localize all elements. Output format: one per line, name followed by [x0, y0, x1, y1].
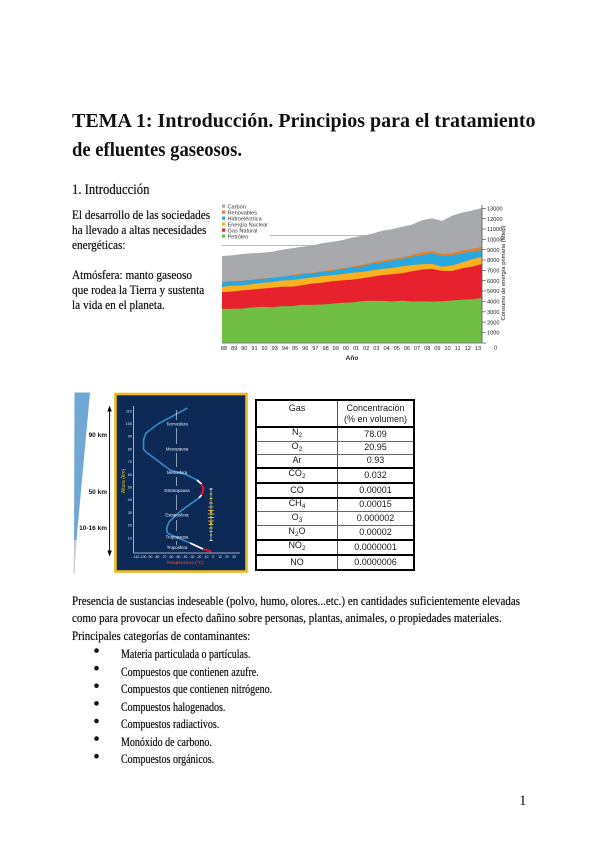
- svg-text:-10: -10: [204, 555, 209, 559]
- svg-text:Petróleo: Petróleo: [228, 234, 249, 240]
- svg-text:94: 94: [282, 346, 288, 352]
- svg-text:70: 70: [128, 460, 132, 464]
- svg-text:30: 30: [128, 511, 132, 515]
- svg-text:02: 02: [363, 346, 369, 352]
- svg-text:Estratosfera: Estratosfera: [165, 513, 189, 518]
- svg-text:9000: 9000: [487, 248, 499, 254]
- svg-text:Carbón: Carbón: [228, 204, 246, 210]
- svg-text:01: 01: [353, 346, 359, 352]
- svg-text:90 km: 90 km: [89, 432, 108, 439]
- svg-text:Temperatura (°C): Temperatura (°C): [167, 560, 204, 565]
- svg-text:-30: -30: [190, 555, 195, 559]
- svg-text:10: 10: [218, 555, 222, 559]
- svg-text:-100: -100: [140, 555, 147, 559]
- svg-text:20: 20: [225, 555, 229, 559]
- svg-text:0: 0: [494, 346, 497, 352]
- svg-text:50: 50: [128, 486, 132, 490]
- svg-text:89: 89: [231, 346, 237, 352]
- svg-text:04: 04: [383, 346, 389, 352]
- svg-text:Año: Año: [346, 355, 359, 362]
- svg-text:13000: 13000: [487, 207, 503, 213]
- svg-text:20: 20: [128, 524, 132, 528]
- svg-text:-60: -60: [169, 555, 174, 559]
- svg-text:Hidroeléctrica: Hidroeléctrica: [228, 216, 263, 222]
- svg-text:-20: -20: [197, 555, 202, 559]
- svg-text:11: 11: [455, 346, 461, 352]
- svg-text:97: 97: [312, 346, 318, 352]
- svg-text:7000: 7000: [487, 269, 499, 275]
- svg-text:88: 88: [221, 346, 227, 352]
- svg-text:11000: 11000: [487, 227, 502, 233]
- svg-text:12000: 12000: [487, 217, 503, 223]
- svg-text:2000: 2000: [487, 320, 499, 326]
- svg-text:91: 91: [251, 346, 257, 352]
- svg-text:4000: 4000: [487, 300, 499, 306]
- svg-text:1000: 1000: [487, 331, 499, 337]
- svg-text:Energía Nuclear: Energía Nuclear: [228, 222, 269, 228]
- svg-text:98: 98: [322, 346, 328, 352]
- svg-text:Estratopausa: Estratopausa: [164, 488, 190, 493]
- svg-text:-80: -80: [155, 555, 160, 559]
- svg-text:10: 10: [444, 346, 450, 352]
- svg-text:06: 06: [404, 346, 410, 352]
- svg-text:10000: 10000: [487, 238, 503, 244]
- svg-text:92: 92: [261, 346, 267, 352]
- svg-text:05: 05: [394, 346, 400, 352]
- svg-text:-90: -90: [148, 555, 153, 559]
- svg-text:Altura (km): Altura (km): [121, 468, 127, 493]
- svg-text:60: 60: [128, 473, 132, 477]
- svg-text:Mesopausa: Mesopausa: [166, 447, 189, 452]
- svg-text:90: 90: [241, 346, 247, 352]
- svg-text:07: 07: [414, 346, 420, 352]
- svg-text:100: 100: [126, 422, 132, 426]
- svg-text:13: 13: [475, 346, 481, 352]
- svg-text:10: 10: [128, 536, 132, 540]
- svg-text:03: 03: [373, 346, 379, 352]
- svg-text:Consumo de energía primaria (M: Consumo de energía primaria (Mtep): [501, 225, 507, 320]
- svg-text:5000: 5000: [487, 289, 499, 295]
- svg-text:Mesosfera: Mesosfera: [167, 470, 188, 475]
- svg-text:-110: -110: [133, 555, 140, 559]
- svg-text:09: 09: [434, 346, 440, 352]
- svg-text:6000: 6000: [487, 279, 499, 285]
- svg-text:96: 96: [302, 346, 308, 352]
- svg-text:110: 110: [126, 409, 132, 413]
- svg-text:Termosfera: Termosfera: [166, 422, 188, 427]
- svg-text:3000: 3000: [487, 310, 499, 316]
- svg-text:50 km: 50 km: [89, 489, 108, 496]
- svg-text:Gas Natural: Gas Natural: [228, 228, 258, 234]
- svg-text:8000: 8000: [487, 258, 499, 264]
- svg-text:-40: -40: [183, 555, 188, 559]
- svg-text:95: 95: [292, 346, 298, 352]
- svg-text:90: 90: [128, 435, 132, 439]
- svg-text:-50: -50: [176, 555, 181, 559]
- svg-text:80: 80: [128, 447, 132, 451]
- svg-text:93: 93: [272, 346, 278, 352]
- svg-text:Tropopausa: Tropopausa: [166, 535, 189, 540]
- svg-text:-70: -70: [162, 555, 167, 559]
- svg-text:10-16 km: 10-16 km: [79, 525, 107, 532]
- svg-text:Renovables: Renovables: [228, 210, 258, 216]
- svg-text:0: 0: [212, 555, 214, 559]
- svg-text:08: 08: [424, 346, 430, 352]
- svg-text:30: 30: [232, 555, 236, 559]
- svg-text:40: 40: [128, 498, 132, 502]
- svg-text:00: 00: [343, 346, 349, 352]
- svg-text:12: 12: [465, 346, 471, 352]
- svg-text:99: 99: [333, 346, 339, 352]
- svg-text:Troposfera: Troposfera: [167, 545, 188, 550]
